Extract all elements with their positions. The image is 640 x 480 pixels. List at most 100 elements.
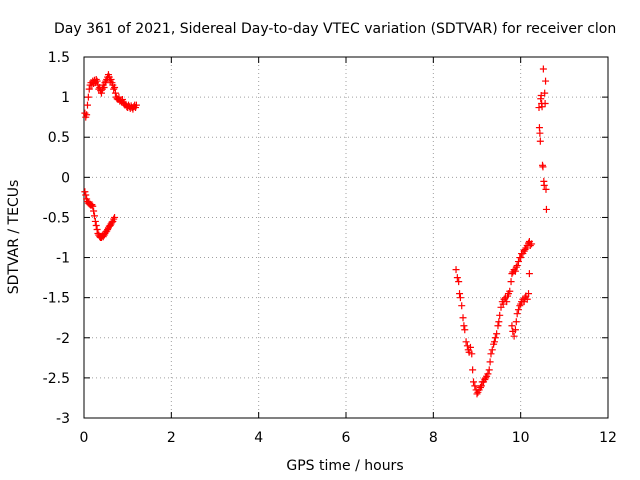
data-point xyxy=(513,262,521,270)
y-tick-label: -2 xyxy=(56,331,70,347)
data-point xyxy=(111,213,119,221)
data-point xyxy=(536,129,544,137)
data-point xyxy=(92,75,100,83)
data-point xyxy=(111,89,119,97)
data-point xyxy=(81,109,89,117)
data-point xyxy=(490,338,498,346)
data-point xyxy=(540,181,548,189)
x-tick-label: 2 xyxy=(167,430,176,446)
data-point xyxy=(463,342,471,350)
data-point xyxy=(477,382,485,390)
data-point xyxy=(473,390,481,398)
data-point xyxy=(82,191,90,199)
data-point xyxy=(514,306,522,314)
data-point xyxy=(456,294,464,302)
data-point xyxy=(476,384,484,392)
x-tick-label: 4 xyxy=(254,430,263,446)
data-point xyxy=(83,111,91,119)
data-point xyxy=(89,202,97,210)
data-point xyxy=(486,358,494,366)
data-point xyxy=(471,382,479,390)
data-point xyxy=(469,366,477,374)
x-tick-label: 12 xyxy=(599,430,617,446)
data-point xyxy=(487,350,495,358)
x-tick-labels: 0 2 4 6 8 10 12 xyxy=(80,430,617,446)
data-point xyxy=(514,258,522,266)
data-point xyxy=(90,212,98,220)
grid xyxy=(84,57,608,418)
data-point xyxy=(452,266,460,274)
chart-title: Day 361 of 2021, Sidereal Day-to-day VTE… xyxy=(54,21,616,37)
data-point xyxy=(517,254,525,262)
data-point xyxy=(461,326,469,334)
data-point xyxy=(468,350,476,358)
data-point xyxy=(110,215,118,223)
data-point xyxy=(508,322,516,330)
y-axis-label: SDTVAR / TECUs xyxy=(6,180,22,295)
data-point xyxy=(485,366,493,374)
x-tick-label: 0 xyxy=(80,430,89,446)
data-point xyxy=(85,85,93,93)
data-point xyxy=(494,322,502,330)
y-tick-label: 0 xyxy=(61,170,70,186)
data-point xyxy=(493,330,501,338)
data-point xyxy=(83,101,91,109)
y-tick-label: 1 xyxy=(61,90,70,106)
data-point xyxy=(132,101,140,109)
data-point xyxy=(93,225,101,233)
y-tick-label: -3 xyxy=(56,411,70,427)
data-point xyxy=(90,207,98,215)
data-point xyxy=(506,287,514,295)
data-point xyxy=(542,185,550,193)
data-point xyxy=(525,270,533,278)
data-point xyxy=(488,346,496,354)
data-point xyxy=(536,137,544,145)
data-point xyxy=(81,188,89,196)
data-point xyxy=(455,278,463,286)
data-point xyxy=(110,85,118,93)
data-point xyxy=(510,332,518,340)
y-tick-labels: -3 -2.5 -2 -1.5 -1 -0.5 0 0.5 1 1.5 xyxy=(43,50,70,427)
data-point xyxy=(91,217,99,225)
y-tick-label: -1 xyxy=(56,251,70,267)
y-tick-label: 1.5 xyxy=(48,50,70,66)
data-point xyxy=(466,343,474,351)
data-point xyxy=(542,77,550,85)
data-points xyxy=(81,65,550,398)
data-point xyxy=(507,278,515,286)
y-tick-label: -2.5 xyxy=(43,371,70,387)
data-point xyxy=(539,163,547,171)
data-point xyxy=(512,318,520,326)
data-point xyxy=(107,75,115,83)
y-tick-label: -1.5 xyxy=(43,291,70,307)
y-tick-label: -0.5 xyxy=(43,210,70,226)
data-point xyxy=(484,370,492,378)
data-point xyxy=(458,302,466,310)
data-point xyxy=(453,274,461,282)
x-tick-label: 6 xyxy=(342,430,351,446)
data-point xyxy=(118,96,126,104)
x-tick-label: 10 xyxy=(512,430,530,446)
data-point xyxy=(462,338,470,346)
data-point xyxy=(100,83,108,91)
data-point xyxy=(88,201,96,209)
data-point xyxy=(541,100,549,108)
data-point xyxy=(111,83,119,91)
data-point xyxy=(503,298,511,306)
data-point xyxy=(459,314,467,322)
data-point xyxy=(495,318,503,326)
data-point xyxy=(84,93,92,101)
data-point xyxy=(538,103,546,111)
data-point xyxy=(460,322,468,330)
data-point xyxy=(513,310,521,318)
data-point xyxy=(523,295,531,303)
x-tick-label: 8 xyxy=(429,430,438,446)
data-point xyxy=(526,242,534,250)
data-point xyxy=(521,246,529,254)
data-point xyxy=(92,221,100,229)
data-point xyxy=(535,104,543,112)
data-point xyxy=(511,326,519,334)
data-point xyxy=(516,302,524,310)
data-point xyxy=(496,311,504,319)
